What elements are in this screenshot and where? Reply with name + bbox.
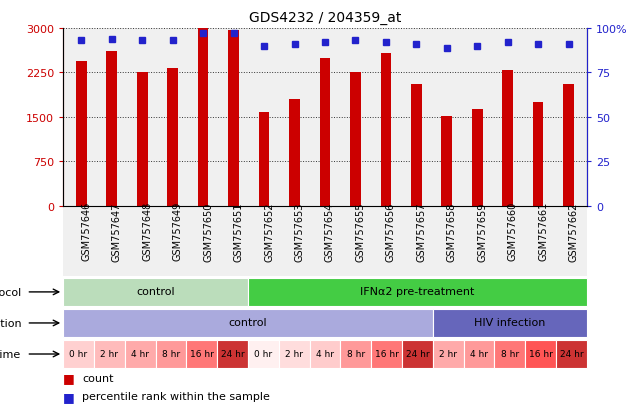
Bar	[155, 340, 186, 368]
Bar	[433, 340, 464, 368]
Bar	[380, 54, 391, 206]
Bar	[350, 73, 361, 206]
Text: 24 hr: 24 hr	[406, 349, 429, 358]
Text: 8 hr: 8 hr	[501, 349, 519, 358]
Text: HIV infection: HIV infection	[474, 318, 545, 328]
Text: 16 hr: 16 hr	[375, 349, 399, 358]
Bar	[248, 278, 587, 306]
Text: 24 hr: 24 hr	[560, 349, 583, 358]
Text: 24 hr: 24 hr	[221, 349, 244, 358]
Bar	[433, 309, 587, 337]
Text: count: count	[82, 373, 114, 383]
Bar	[63, 340, 94, 368]
Bar	[402, 340, 433, 368]
Bar	[198, 29, 208, 206]
Bar	[107, 51, 117, 206]
Text: 4 hr: 4 hr	[131, 349, 149, 358]
Bar	[94, 340, 125, 368]
Bar	[279, 340, 310, 368]
Text: 2 hr: 2 hr	[285, 349, 303, 358]
Bar	[464, 340, 495, 368]
Bar	[525, 340, 556, 368]
Bar	[228, 31, 239, 206]
Bar	[63, 278, 248, 306]
Text: 8 hr: 8 hr	[162, 349, 180, 358]
Text: 16 hr: 16 hr	[529, 349, 553, 358]
Bar	[320, 59, 330, 206]
Bar	[137, 73, 148, 206]
Bar	[442, 117, 452, 206]
Text: 4 hr: 4 hr	[316, 349, 334, 358]
Bar	[167, 69, 178, 206]
Text: protocol: protocol	[0, 287, 21, 297]
Text: ■: ■	[63, 390, 75, 403]
Text: 4 hr: 4 hr	[470, 349, 488, 358]
Bar	[556, 340, 587, 368]
Bar	[502, 71, 513, 206]
Text: 2 hr: 2 hr	[439, 349, 457, 358]
Bar	[533, 102, 543, 206]
Bar	[310, 340, 340, 368]
Bar	[563, 85, 574, 206]
Text: time: time	[0, 349, 21, 359]
Bar	[259, 113, 269, 206]
Bar	[340, 340, 371, 368]
Bar	[472, 109, 483, 206]
Bar	[76, 62, 86, 206]
Text: 8 hr: 8 hr	[346, 349, 365, 358]
Title: GDS4232 / 204359_at: GDS4232 / 204359_at	[249, 11, 401, 25]
Text: IFNα2 pre-treatment: IFNα2 pre-treatment	[360, 287, 475, 297]
Bar	[217, 340, 248, 368]
Bar	[411, 85, 422, 206]
Text: 0 hr: 0 hr	[69, 349, 88, 358]
Text: infection: infection	[0, 318, 21, 328]
Bar	[371, 340, 402, 368]
Text: percentile rank within the sample: percentile rank within the sample	[82, 392, 270, 401]
Bar	[495, 340, 525, 368]
Text: 2 hr: 2 hr	[100, 349, 118, 358]
Text: 16 hr: 16 hr	[190, 349, 214, 358]
Bar	[186, 340, 217, 368]
Bar	[248, 340, 279, 368]
Bar	[63, 309, 433, 337]
Bar	[289, 100, 300, 206]
Text: control: control	[136, 287, 175, 297]
Text: 0 hr: 0 hr	[254, 349, 273, 358]
Text: control: control	[228, 318, 268, 328]
Text: ■: ■	[63, 371, 75, 385]
Bar	[125, 340, 155, 368]
